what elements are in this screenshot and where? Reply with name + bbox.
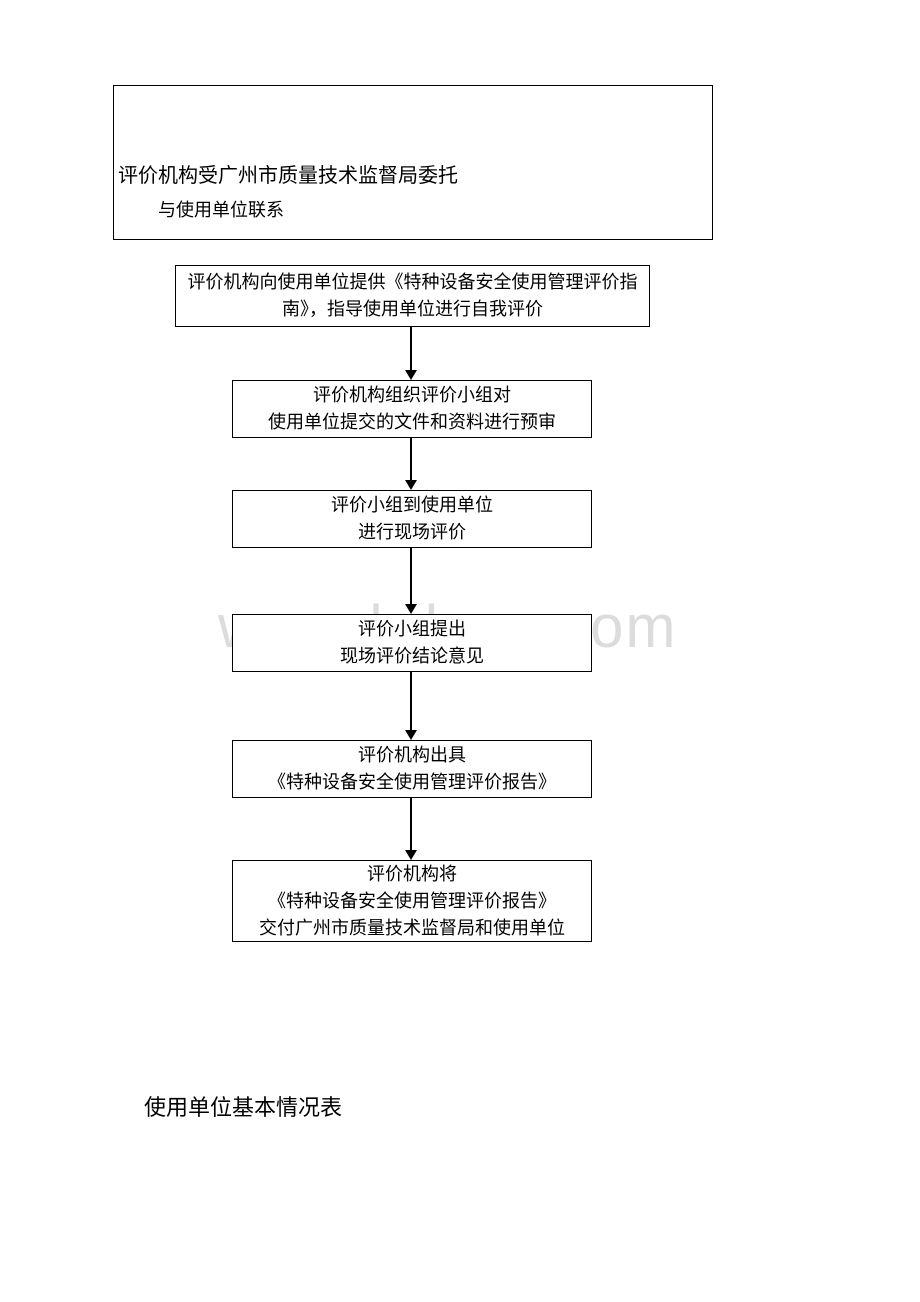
flow-node-onsite: 评价小组到使用单位 进行现场评价: [232, 490, 592, 548]
node1-line2: 与使用单位联系: [114, 191, 284, 224]
node7-line3: 交付广州市质量技术监督局和使用单位: [259, 915, 565, 942]
arrow-5-6-head: [405, 730, 417, 740]
node4-line1: 评价小组到使用单位: [331, 492, 493, 519]
flow-node-deliver: 评价机构将 《特种设备安全使用管理评价报告》 交付广州市质量技术监督局和使用单位: [232, 860, 592, 942]
section-title-basic-info: 使用单位基本情况表: [144, 1090, 342, 1122]
arrow-6-7-head: [405, 850, 417, 860]
node3-line1: 评价机构组织评价小组对: [313, 382, 511, 409]
node7-line1: 评价机构将: [367, 861, 457, 888]
arrow-2-3: [410, 327, 412, 372]
node3-line2: 使用单位提交的文件和资料进行预审: [268, 409, 556, 436]
arrow-4-5-head: [405, 604, 417, 614]
flow-node-guide: 评价机构向使用单位提供《特种设备安全使用管理评价指 南》，指导使用单位进行自我评…: [175, 265, 650, 327]
node5-line1: 评价小组提出: [358, 616, 466, 643]
node2-line2: 南》，指导使用单位进行自我评价: [282, 296, 543, 323]
arrow-6-7: [410, 798, 412, 852]
flow-node-opinion: 评价小组提出 现场评价结论意见: [232, 614, 592, 672]
arrow-2-3-head: [405, 370, 417, 380]
flow-node-report: 评价机构出具 《特种设备安全使用管理评价报告》: [232, 740, 592, 798]
flow-node-commission: 评价机构受广州市质量技术监督局委托 与使用单位联系: [113, 85, 713, 240]
node1-line1: 评价机构受广州市质量技术监督局委托: [114, 86, 458, 191]
node6-line1: 评价机构出具: [358, 742, 466, 769]
node2-line1: 评价机构向使用单位提供《特种设备安全使用管理评价指: [188, 269, 638, 296]
arrow-3-4-head: [405, 480, 417, 490]
node4-line2: 进行现场评价: [358, 519, 466, 546]
arrow-3-4: [410, 438, 412, 482]
arrow-4-5: [410, 548, 412, 606]
node6-line2: 《特种设备安全使用管理评价报告》: [268, 769, 556, 796]
node5-line2: 现场评价结论意见: [340, 643, 484, 670]
flow-node-preaudit: 评价机构组织评价小组对 使用单位提交的文件和资料进行预审: [232, 380, 592, 438]
arrow-5-6: [410, 672, 412, 732]
node7-line2: 《特种设备安全使用管理评价报告》: [268, 888, 556, 915]
